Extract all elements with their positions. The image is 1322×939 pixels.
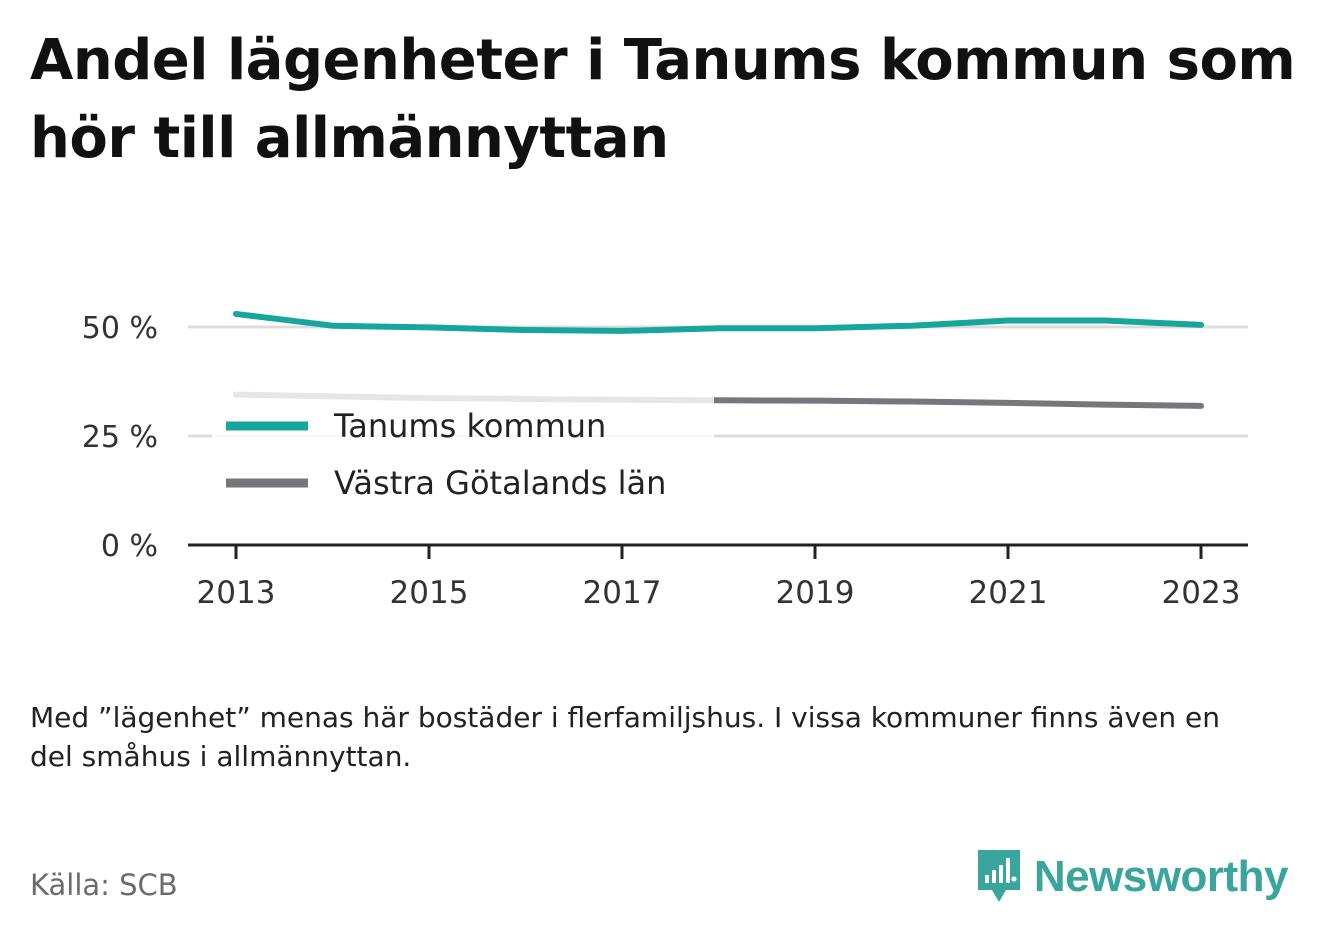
x-tick-label: 2023 — [1162, 575, 1241, 611]
x-tick-label: 2019 — [776, 575, 855, 611]
axes: 0 % 25 % 50 % 2013 2015 2017 2019 2021 2023 — [82, 311, 1248, 611]
legend-label: Västra Götalands län — [334, 464, 666, 502]
x-tick-label: 2015 — [390, 575, 469, 611]
y-tick-label: 0 % — [101, 529, 158, 564]
legend-label: Tanums kommun — [333, 407, 606, 445]
legend: Tanums kommun Västra Götalands län — [212, 390, 714, 510]
chart-note: Med ”lägenhet” menas här bostäder i fler… — [30, 701, 1220, 773]
brand-logo[interactable]: Newsworthy — [974, 846, 1289, 908]
y-tick-label: 50 % — [82, 311, 158, 346]
chart-title: Andel lägenheter i Tanums kommun som hör… — [30, 28, 1296, 171]
legend-background — [212, 438, 714, 510]
x-tick-label: 2021 — [969, 575, 1048, 611]
brand-name: Newsworthy — [1033, 852, 1289, 901]
bar-chart-speech-bubble-icon — [977, 850, 1020, 902]
y-tick-label: 25 % — [82, 420, 158, 455]
series-line-tanum — [233, 310, 1204, 334]
x-tick-label: 2013 — [197, 575, 276, 611]
x-tick-label: 2017 — [583, 575, 662, 611]
source-label: Källa: SCB — [30, 868, 178, 902]
